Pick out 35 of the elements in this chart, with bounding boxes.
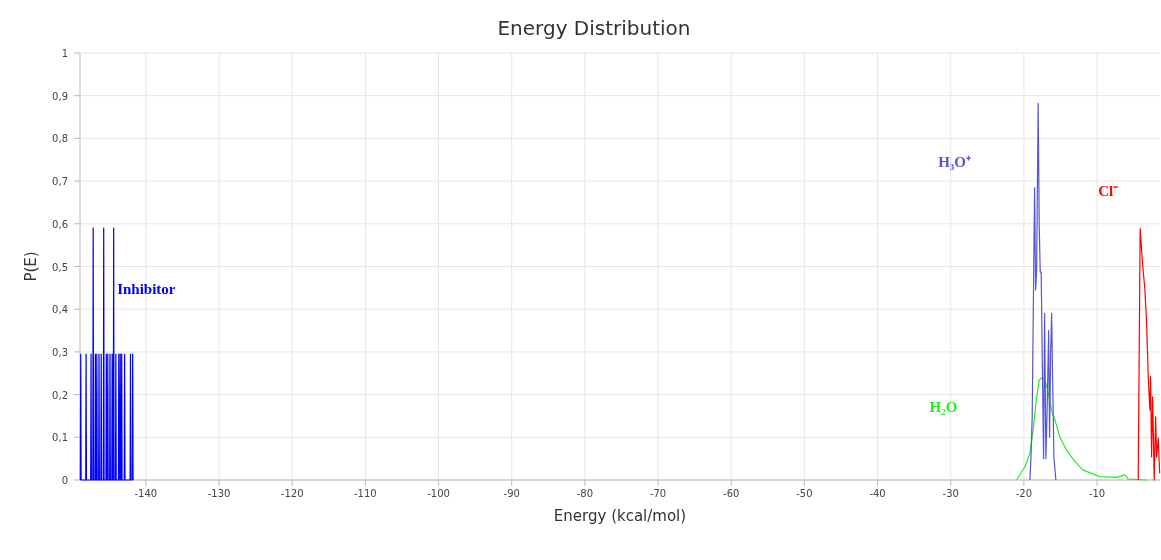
x-tick-label: -80 <box>576 488 594 499</box>
x-tick-label: -90 <box>503 488 520 499</box>
x-tick-label: -70 <box>649 488 667 499</box>
y-tick-label: 0,1 <box>52 432 68 444</box>
line-series <box>1015 377 1148 481</box>
y-tick-label: 1 <box>61 48 68 59</box>
x-tick-label: -60 <box>723 488 740 499</box>
chart-title: Energy Distribution <box>497 16 691 40</box>
x-tick-label: -120 <box>280 488 304 499</box>
x-tick-label: -100 <box>427 488 450 499</box>
y-tick-label: 0 <box>61 475 68 486</box>
x-tick-label: -20 <box>1015 488 1033 499</box>
x-tick-label: -50 <box>796 488 813 499</box>
y-tick-label: 0,2 <box>52 389 68 401</box>
series-label: Inhibitor <box>117 281 176 298</box>
x-tick-label: -110 <box>354 488 377 499</box>
y-tick-label: 0,7 <box>52 176 68 188</box>
y-tick-label: 0,4 <box>52 304 68 316</box>
line-series <box>1029 102 1057 481</box>
x-tick-label: -30 <box>942 488 959 499</box>
y-tick-label: 0,9 <box>52 90 68 102</box>
y-tick-label: 0,8 <box>52 133 68 145</box>
y-axis-title: P(E) <box>22 251 40 282</box>
x-tick-label: -140 <box>134 488 158 499</box>
x-tick-label: -130 <box>207 488 231 499</box>
y-tick-label: 0,5 <box>52 261 68 273</box>
x-tick-label: -40 <box>869 488 886 499</box>
text: H₂O <box>929 398 958 415</box>
x-axis-title: Energy (kcal/mol) <box>553 507 687 525</box>
x-tick-label: -10 <box>1088 488 1106 499</box>
text: Cl⁻ <box>1098 183 1119 200</box>
line-series <box>1137 227 1161 481</box>
y-tick-label: 0,6 <box>52 218 68 230</box>
y-tick-label: 0,3 <box>52 346 68 358</box>
text: H₃O⁺ <box>938 154 972 171</box>
